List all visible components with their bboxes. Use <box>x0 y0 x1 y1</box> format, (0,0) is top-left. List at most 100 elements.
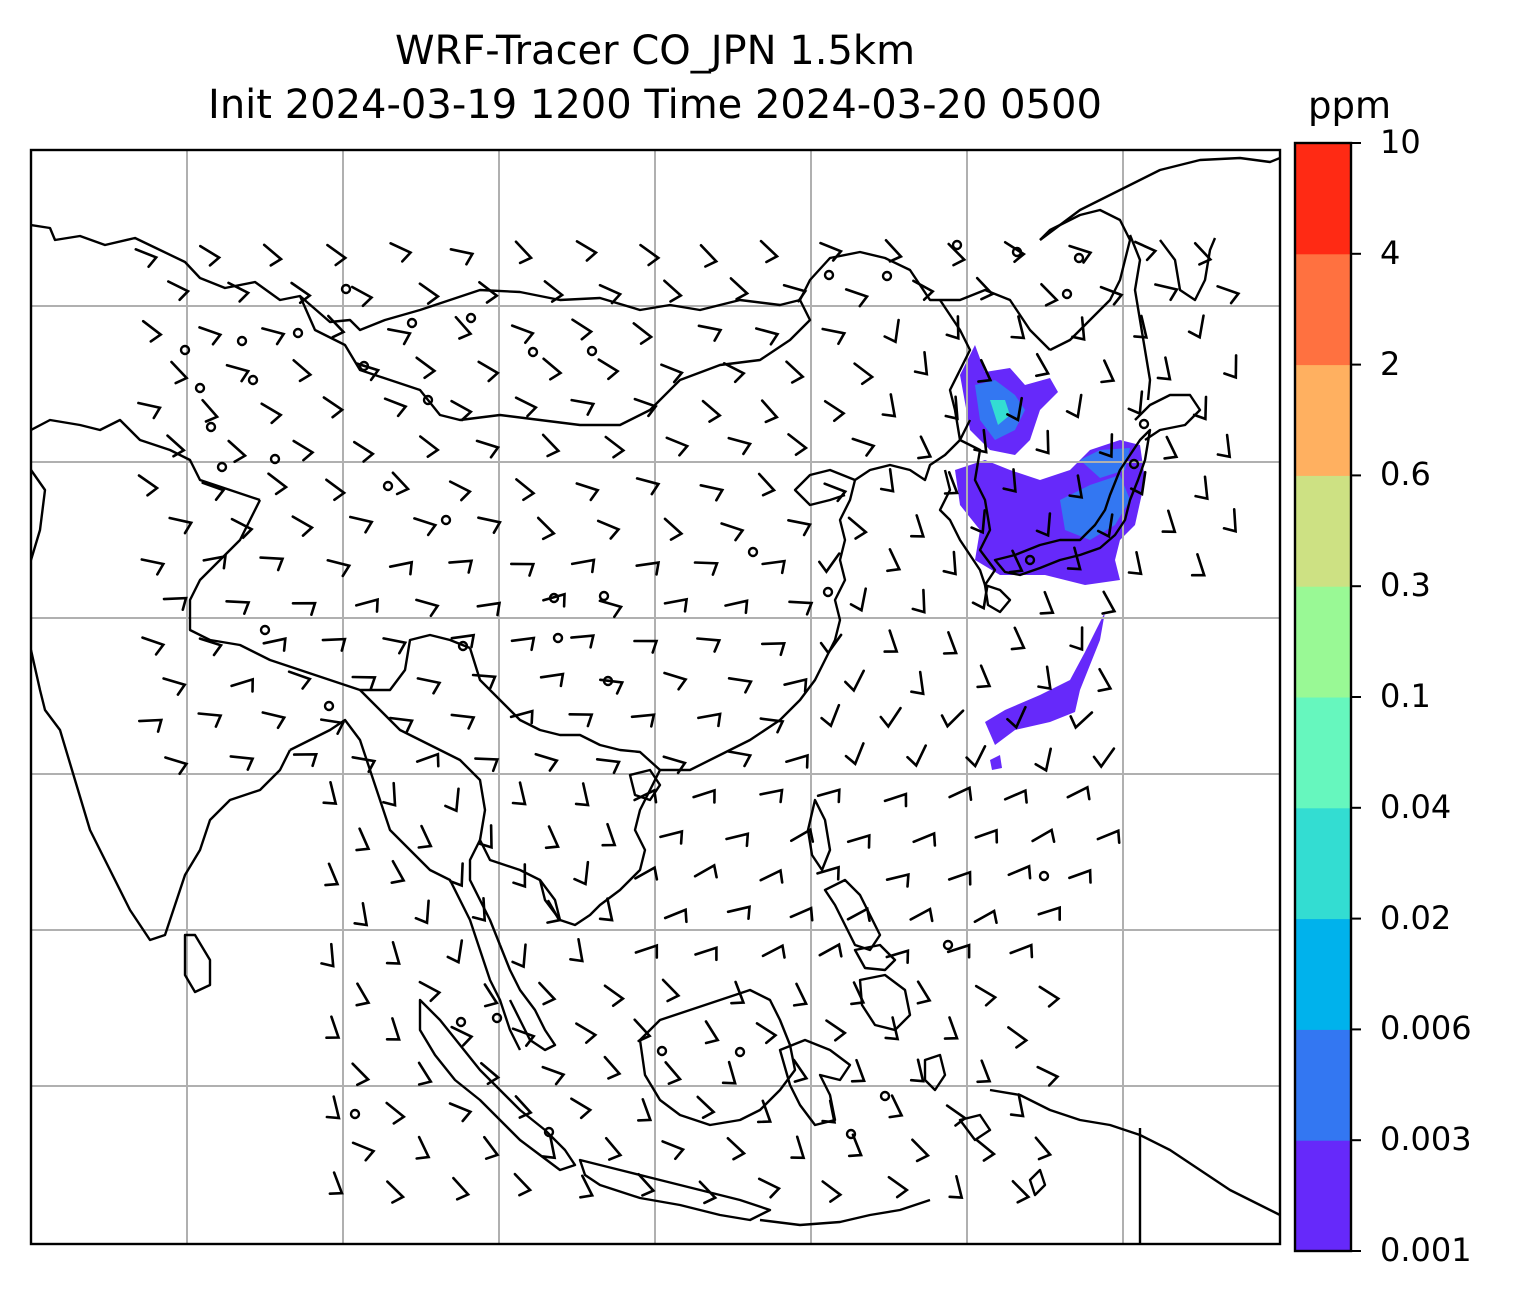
wind-barb <box>471 673 497 690</box>
wind-barb <box>637 1172 656 1197</box>
wind-barb <box>414 899 430 925</box>
wind-barb <box>542 592 566 608</box>
wind-barb <box>635 477 661 496</box>
wind-barb <box>916 980 932 1005</box>
wind-barb <box>355 362 381 382</box>
wind-barb <box>662 755 687 775</box>
wind-barb <box>694 946 718 962</box>
wind-barb <box>415 598 440 618</box>
wind-barb <box>483 983 499 1008</box>
wind-barb <box>291 515 315 537</box>
wind-barb <box>415 1135 431 1160</box>
colorbar-tick-label: 0.003 <box>1380 1120 1472 1159</box>
colorbar-tick-label: 4 <box>1380 233 1401 272</box>
wind-barb <box>229 755 255 771</box>
map-title-line1: WRF-Tracer CO_JPN 1.5km <box>394 28 916 74</box>
wind-barb <box>598 897 614 922</box>
wind-barb <box>1096 828 1121 844</box>
wind-barb <box>913 351 929 376</box>
wind-barb <box>454 315 473 340</box>
wind-barb <box>355 827 371 852</box>
wind-barb <box>452 1176 471 1201</box>
wind-barb <box>759 868 784 884</box>
wind-barb <box>389 242 413 263</box>
wind-barb <box>1003 788 1028 804</box>
philippines-mindanao <box>858 973 912 1032</box>
plume-speck <box>990 755 1002 770</box>
wind-barb <box>324 862 340 887</box>
hokkaido <box>1134 393 1202 441</box>
wind-barb <box>757 472 777 497</box>
japan-honshu <box>993 428 1152 577</box>
borneo <box>638 988 797 1127</box>
wind-barb <box>696 637 722 653</box>
wind-barb <box>1222 508 1238 534</box>
wind-barb <box>637 1098 653 1122</box>
wind-barb <box>635 561 661 576</box>
wind-barb <box>385 941 401 965</box>
wind-barb <box>1035 429 1050 455</box>
wind-barb <box>819 241 844 262</box>
wind-barb <box>663 671 688 691</box>
wind-barb <box>851 437 876 457</box>
wind-barb <box>783 677 808 693</box>
wind-barb <box>541 1134 557 1160</box>
wind-barb <box>604 1136 623 1161</box>
map-gridlines <box>31 150 1280 1244</box>
colorbar-tick-label: 0.001 <box>1380 1231 1472 1269</box>
wind-barb <box>351 756 377 773</box>
wind-barb <box>513 1172 533 1197</box>
wind-barb <box>912 831 937 847</box>
wind-barb <box>202 554 227 570</box>
moluccas <box>923 1053 1047 1197</box>
wind-barb <box>475 439 501 459</box>
wind-barb <box>541 1065 566 1086</box>
wind-barb <box>419 435 440 458</box>
wind-barb <box>1098 433 1114 459</box>
wind-barb <box>1009 1093 1025 1118</box>
colorbar-band <box>1295 1140 1351 1252</box>
wind-barb <box>259 556 285 572</box>
wind-barb <box>511 781 527 806</box>
wind-barb <box>844 669 865 693</box>
wind-barb <box>696 1095 716 1119</box>
wind-barb <box>760 399 779 424</box>
wind-barb <box>512 863 527 889</box>
wind-barb <box>1194 475 1209 501</box>
wind-barb <box>261 711 287 730</box>
wind-barb <box>603 1055 622 1080</box>
wind-barb <box>1037 905 1061 921</box>
wind-barb <box>388 716 414 733</box>
wind-barb <box>514 396 538 418</box>
wind-barb <box>449 248 475 266</box>
wind-barb <box>782 283 808 303</box>
wind-barb <box>383 397 408 418</box>
wind-barb <box>1068 244 1093 264</box>
wind-barb <box>162 596 188 611</box>
wind-barb <box>973 908 998 924</box>
wind-barb <box>661 1140 686 1161</box>
wind-barb <box>450 1025 474 1047</box>
wind-barb <box>1092 747 1116 769</box>
sakhalin <box>1128 234 1152 401</box>
mongolia-border <box>298 295 812 427</box>
wind-barb <box>790 827 815 843</box>
map-frame <box>29 148 1282 1246</box>
wind-barb <box>170 360 189 385</box>
wind-barb <box>1156 356 1172 381</box>
wind-barb <box>699 484 725 502</box>
wind-barb <box>1007 864 1032 880</box>
wind-barb <box>511 943 527 969</box>
colorbar-band <box>1295 1029 1351 1141</box>
wind-barb <box>973 428 988 454</box>
wind-barb <box>596 519 621 540</box>
wind-barb <box>320 942 335 968</box>
wind-barb <box>693 561 719 576</box>
wind-barb <box>760 641 786 657</box>
wind-barb <box>756 1099 773 1124</box>
wind-barb <box>761 559 787 575</box>
wind-barb <box>477 360 500 383</box>
wind-barb <box>790 1135 806 1160</box>
colorbar-tick-label: 0.02 <box>1380 898 1452 937</box>
